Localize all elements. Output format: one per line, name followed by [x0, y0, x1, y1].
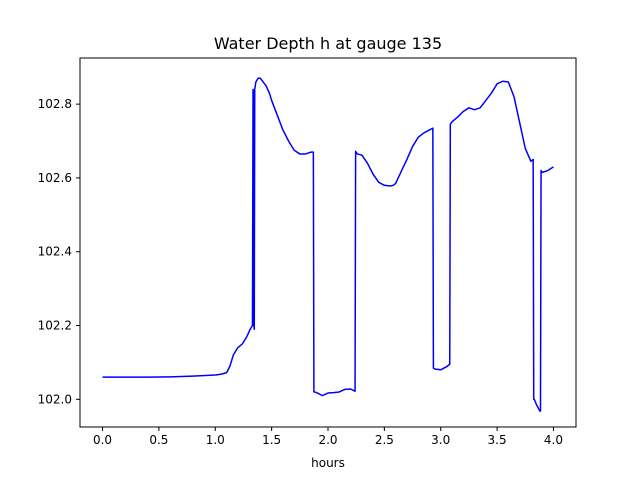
x-tick-label: 3.5	[488, 433, 507, 447]
y-tick-label: 102.8	[38, 97, 72, 111]
x-axis-label: hours	[311, 456, 345, 470]
x-tick-label: 0.0	[93, 433, 112, 447]
x-tick-label: 2.5	[375, 433, 394, 447]
x-tick-label: 4.0	[544, 433, 563, 447]
x-tick-label: 0.5	[149, 433, 168, 447]
x-tick-label: 1.5	[262, 433, 281, 447]
chart-title: Water Depth h at gauge 135	[214, 34, 442, 53]
series-line-1	[102, 77, 554, 412]
x-tick-label: 2.0	[318, 433, 337, 447]
plot-area	[102, 77, 554, 412]
y-tick-label: 102.6	[38, 171, 72, 185]
x-tick-label: 3.0	[431, 433, 450, 447]
x-tick-label: 1.0	[206, 433, 225, 447]
axes: 0.0 0.5 1.0 1.5 2.0 2.5 3.0 3.5 4.0 102.0 102.2 102…	[38, 57, 577, 447]
y-tick-label: 102.0	[38, 392, 72, 406]
y-tick-label: 102.2	[38, 319, 72, 333]
y-tick-label: 102.4	[38, 245, 72, 259]
